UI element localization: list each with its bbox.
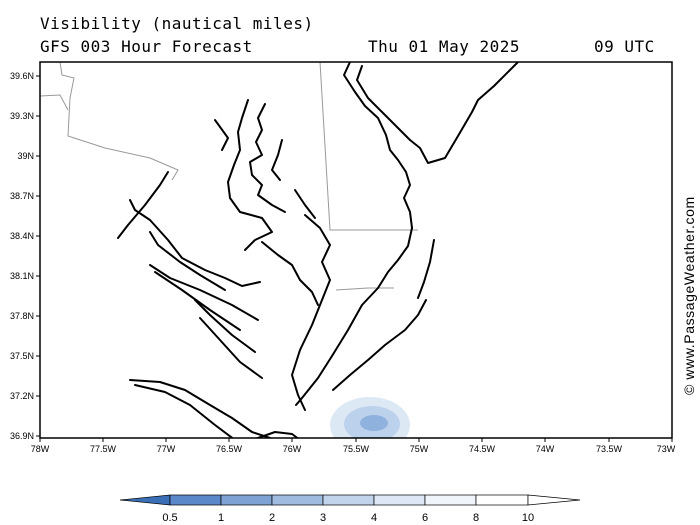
colorbar: 0.5 1 2 3 4 6 8 10 <box>119 494 581 524</box>
fog-patch-inner <box>360 415 388 431</box>
state-borders <box>40 62 418 291</box>
colorbar-label: 4 <box>371 512 377 524</box>
site-credit: © www.PassageWeather.com <box>681 196 697 395</box>
coastlines <box>117 62 519 438</box>
colorbar-seg-2 <box>220 494 273 506</box>
colorbar-seg-7 <box>475 494 529 506</box>
axis-ticks <box>36 75 673 442</box>
map-frame <box>39 61 673 439</box>
colorbar-seg-0 <box>119 494 171 506</box>
latitude-labels: 39.6N 39.3N 39N 38.7N 38.4N 38.1N 37.8N … <box>10 71 34 441</box>
colorbar-seg-6 <box>424 494 477 506</box>
lat-label: 36.9N <box>10 431 34 441</box>
colorbar-label: 10 <box>522 512 534 524</box>
lon-label: 77W <box>157 444 176 454</box>
lon-label: 78W <box>31 444 50 454</box>
forecast-label: GFS 003 Hour Forecast <box>40 37 253 56</box>
lat-label: 38.4N <box>10 231 34 241</box>
map-title: Visibility (nautical miles) <box>40 14 314 33</box>
lon-label: 75W <box>410 444 429 454</box>
lon-label: 73W <box>657 444 676 454</box>
lat-label: 39N <box>17 151 34 161</box>
colorbar-seg-1 <box>169 494 222 506</box>
lon-label: 77.5W <box>90 444 117 454</box>
longitude-labels: 78W 77.5W 77W 76.5W 76W 75.5W 75W 74.5W … <box>31 444 676 454</box>
colorbar-seg-3 <box>271 494 324 506</box>
lon-label: 74.5W <box>469 444 496 454</box>
colorbar-label: 1 <box>218 512 224 524</box>
lon-label: 76W <box>283 444 302 454</box>
lat-label: 37.5N <box>10 351 34 361</box>
colorbar-label: 6 <box>422 512 428 524</box>
lat-label: 39.3N <box>10 111 34 121</box>
lat-label: 38.1N <box>10 271 34 281</box>
lon-label: 73.5W <box>596 444 623 454</box>
map-canvas <box>40 62 519 438</box>
colorbar-seg-5 <box>373 494 426 506</box>
lon-label: 75.5W <box>343 444 370 454</box>
colorbar-label: 8 <box>473 512 479 524</box>
forecast-date: Thu 01 May 2025 <box>368 37 520 56</box>
lat-label: 37.8N <box>10 311 34 321</box>
colorbar-seg-8 <box>527 494 581 506</box>
colorbar-label: 0.5 <box>162 512 177 524</box>
lat-label: 39.6N <box>10 71 34 81</box>
colorbar-label: 2 <box>269 512 275 524</box>
colorbar-label: 3 <box>320 512 326 524</box>
lat-label: 38.7N <box>10 191 34 201</box>
forecast-time: 09 UTC <box>594 37 655 56</box>
lon-label: 76.5W <box>216 444 243 454</box>
lon-label: 74W <box>536 444 555 454</box>
colorbar-seg-4 <box>322 494 375 506</box>
lat-label: 37.2N <box>10 391 34 401</box>
